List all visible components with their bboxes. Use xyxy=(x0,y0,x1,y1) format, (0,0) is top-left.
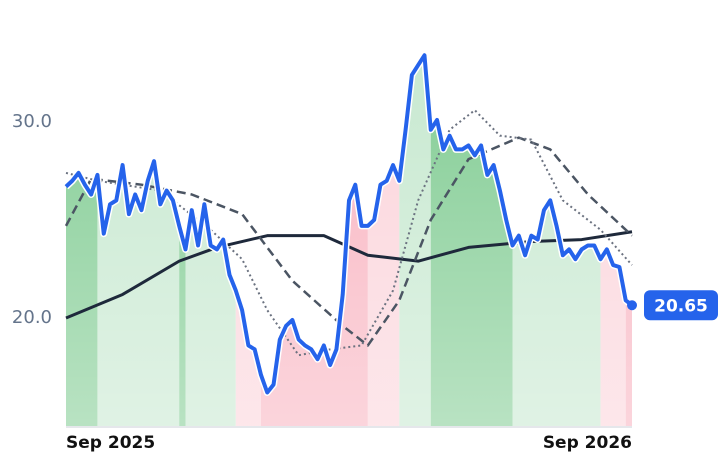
y-tick-label: 20.0 xyxy=(12,307,52,328)
last-label: 20.65 xyxy=(654,296,708,316)
moving-average xyxy=(64,136,633,347)
x-tick-label: Sep 2025 xyxy=(66,433,155,453)
moving-average xyxy=(65,109,633,357)
last-point xyxy=(627,300,637,311)
last-label-bg xyxy=(644,290,718,321)
y-tick-label: 30.0 xyxy=(12,111,52,132)
price-line xyxy=(64,53,634,395)
x-tick-label: Sep 2026 xyxy=(543,433,632,453)
